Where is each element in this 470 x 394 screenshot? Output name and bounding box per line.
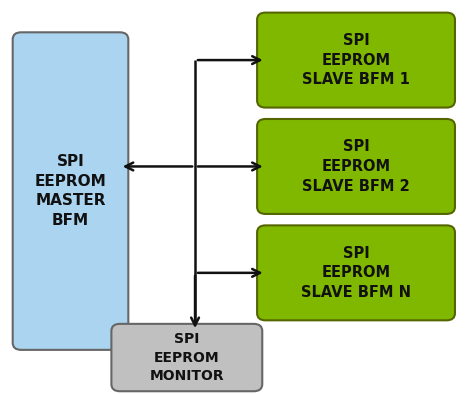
FancyBboxPatch shape xyxy=(257,225,455,320)
Text: SPI
EEPROM
SLAVE BFM N: SPI EEPROM SLAVE BFM N xyxy=(301,245,411,300)
FancyBboxPatch shape xyxy=(257,13,455,108)
Text: SPI
EEPROM
MASTER
BFM: SPI EEPROM MASTER BFM xyxy=(35,154,106,228)
FancyBboxPatch shape xyxy=(13,32,128,350)
FancyBboxPatch shape xyxy=(257,119,455,214)
Text: SPI
EEPROM
SLAVE BFM 1: SPI EEPROM SLAVE BFM 1 xyxy=(302,33,410,87)
FancyBboxPatch shape xyxy=(111,324,262,391)
Text: SPI
EEPROM
SLAVE BFM 2: SPI EEPROM SLAVE BFM 2 xyxy=(302,139,410,194)
Text: SPI
EEPROM
MONITOR: SPI EEPROM MONITOR xyxy=(149,332,224,383)
